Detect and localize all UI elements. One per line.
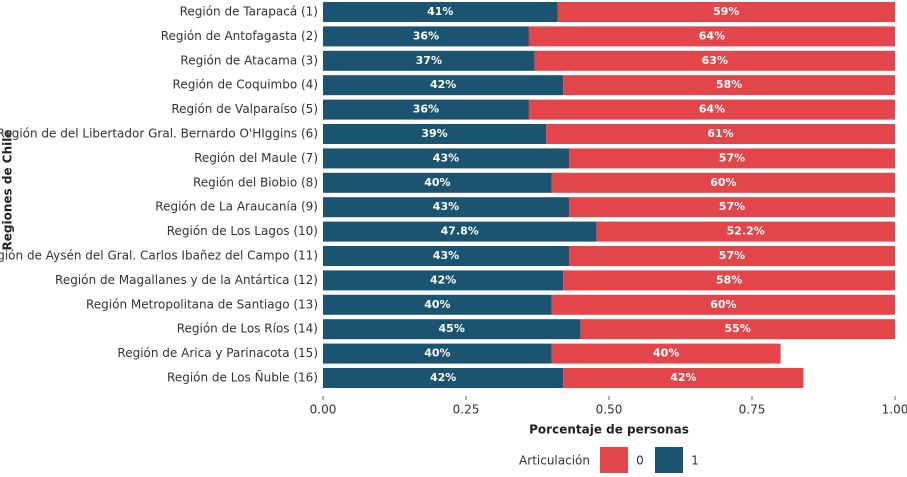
value-label: 42% xyxy=(430,273,456,286)
bar-segment xyxy=(580,319,895,340)
bar-segment xyxy=(323,75,564,96)
bar-segment xyxy=(528,26,895,47)
bar-segment xyxy=(551,294,895,315)
value-label: 42% xyxy=(430,371,456,384)
y-tick-label: Región de Los Lagos (10) xyxy=(167,224,318,238)
y-tick-label: Región de Los Ríos (14) xyxy=(177,322,318,336)
value-label: 64% xyxy=(699,29,725,42)
value-label: 40% xyxy=(653,347,679,360)
y-tick-label: Región Metropolitana de Santiago (13) xyxy=(86,297,318,311)
bar-segment xyxy=(323,221,597,242)
legend-label: 0 xyxy=(636,454,644,468)
bar-segment xyxy=(534,50,895,71)
value-label: 41% xyxy=(427,5,453,18)
value-label: 43% xyxy=(433,151,459,164)
value-label: 59% xyxy=(713,5,739,18)
bar-segment xyxy=(323,2,558,22)
value-label: 57% xyxy=(719,151,745,164)
bar-segment xyxy=(323,343,552,364)
y-tick-label: Región de Antofagasta (2) xyxy=(161,29,318,43)
value-label: 43% xyxy=(433,200,459,213)
bar-segment xyxy=(323,368,564,388)
bar-segment xyxy=(568,197,895,218)
value-label: 57% xyxy=(719,200,745,213)
x-tick-label: 0.00 xyxy=(310,403,337,417)
value-label: 63% xyxy=(702,54,728,67)
legend-swatch xyxy=(600,447,628,475)
bar-segment xyxy=(323,148,569,169)
x-tick-label: 0.25 xyxy=(453,403,480,417)
x-tick-label: 1.00 xyxy=(882,403,907,417)
x-tick-label: 0.50 xyxy=(596,403,623,417)
value-label: 37% xyxy=(416,54,442,67)
value-label: 58% xyxy=(716,78,742,91)
bar-segment xyxy=(323,26,529,47)
bar-segment xyxy=(323,172,552,193)
bar-segment xyxy=(563,270,895,291)
bar-segment xyxy=(563,75,895,96)
legend-label: 1 xyxy=(691,454,699,468)
value-label: 52.2% xyxy=(727,225,765,238)
bar-segment xyxy=(323,124,547,144)
bar-segment xyxy=(563,368,804,388)
bar-segment xyxy=(551,343,781,364)
bar-segment xyxy=(323,50,535,71)
bar-segment xyxy=(323,99,529,120)
bar-segment xyxy=(323,270,564,291)
value-label: 42% xyxy=(670,371,696,384)
bar-segment xyxy=(551,172,895,193)
y-tick-label: Región de Coquimbo (4) xyxy=(173,78,318,92)
value-label: 64% xyxy=(699,103,725,116)
y-tick-label: Región de Valparaíso (5) xyxy=(171,102,318,116)
value-label: 40% xyxy=(424,176,450,189)
y-tick-label: Región de La Araucanía (9) xyxy=(155,200,318,214)
legend-title: Articulación xyxy=(519,454,590,468)
value-label: 61% xyxy=(707,127,733,140)
bar-segment xyxy=(528,99,895,120)
value-label: 60% xyxy=(710,298,736,311)
y-tick-label: Región de Tarapacá (1) xyxy=(180,5,318,19)
bar-segment xyxy=(568,148,895,169)
y-tick-label: Región de Los Ñuble (16) xyxy=(167,370,318,385)
bar-segment xyxy=(323,246,569,266)
value-label: 42% xyxy=(430,78,456,91)
value-label: 36% xyxy=(413,29,439,42)
value-label: 57% xyxy=(719,249,745,262)
y-tick-label: Región del Biobio (8) xyxy=(193,175,318,189)
y-axis-title: Regiones de Chile xyxy=(1,130,15,251)
bar-segment xyxy=(323,319,581,340)
value-label: 40% xyxy=(424,347,450,360)
bar-segment xyxy=(568,246,895,266)
value-label: 45% xyxy=(439,322,465,335)
y-tick-label: Región de del Libertador Gral. Bernardo … xyxy=(0,127,318,141)
y-tick-label: Región de Magallanes y de la Antártica (… xyxy=(55,273,318,287)
value-label: 39% xyxy=(421,127,447,140)
legend-swatch xyxy=(655,447,683,475)
value-label: 43% xyxy=(433,249,459,262)
y-tick-label: Región del Maule (7) xyxy=(194,151,318,165)
value-label: 40% xyxy=(424,298,450,311)
bar-segment xyxy=(323,197,569,218)
bar-segment xyxy=(557,2,895,22)
bar-segment xyxy=(596,221,895,242)
y-tick-label: Región de Arica y Parinacota (15) xyxy=(117,346,318,360)
value-label: 60% xyxy=(710,176,736,189)
value-label: 36% xyxy=(413,103,439,116)
y-tick-label: Región de Atacama (3) xyxy=(180,53,318,67)
value-label: 58% xyxy=(716,273,742,286)
bar-segment xyxy=(546,124,895,144)
value-label: 47.8% xyxy=(441,225,479,238)
bar-segment xyxy=(323,294,552,315)
x-tick-label: 0.75 xyxy=(739,403,766,417)
y-tick-label: Región de Aysén del Gral. Carlos Ibañez … xyxy=(0,249,318,263)
value-label: 55% xyxy=(725,322,751,335)
x-axis-title: Porcentaje de personas xyxy=(529,423,689,437)
